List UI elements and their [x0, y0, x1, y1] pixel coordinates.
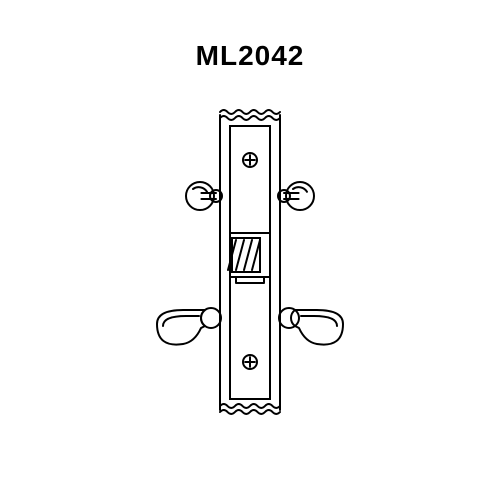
cylinder-knob-right-highlight: [293, 187, 307, 192]
latch-hatch-1: [236, 240, 244, 270]
plate-break-bottom-2: [220, 404, 280, 408]
plate-break-bottom: [220, 410, 280, 414]
plate-break-top-2: [220, 116, 280, 120]
plate-break-top: [220, 110, 280, 114]
lever-handle-right-inner: [301, 316, 337, 326]
latch-hatch-2: [244, 240, 252, 270]
figure-container: ML2042: [0, 0, 500, 500]
lever-handle-left-inner: [163, 316, 199, 326]
latch-hatch-3: [252, 240, 260, 270]
cylinder-knob-left-highlight: [193, 187, 207, 192]
lock-line-drawing: [0, 0, 500, 500]
